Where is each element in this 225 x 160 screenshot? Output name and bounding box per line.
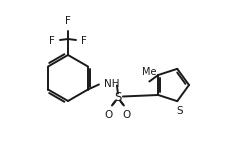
Text: Me: Me [142,68,157,77]
Text: O: O [105,109,113,120]
Text: NH: NH [104,79,119,88]
Text: F: F [65,16,71,26]
Text: O: O [123,109,131,120]
Text: F: F [49,36,55,46]
Text: S: S [114,91,122,104]
Text: S: S [176,106,182,116]
Text: F: F [81,36,87,46]
